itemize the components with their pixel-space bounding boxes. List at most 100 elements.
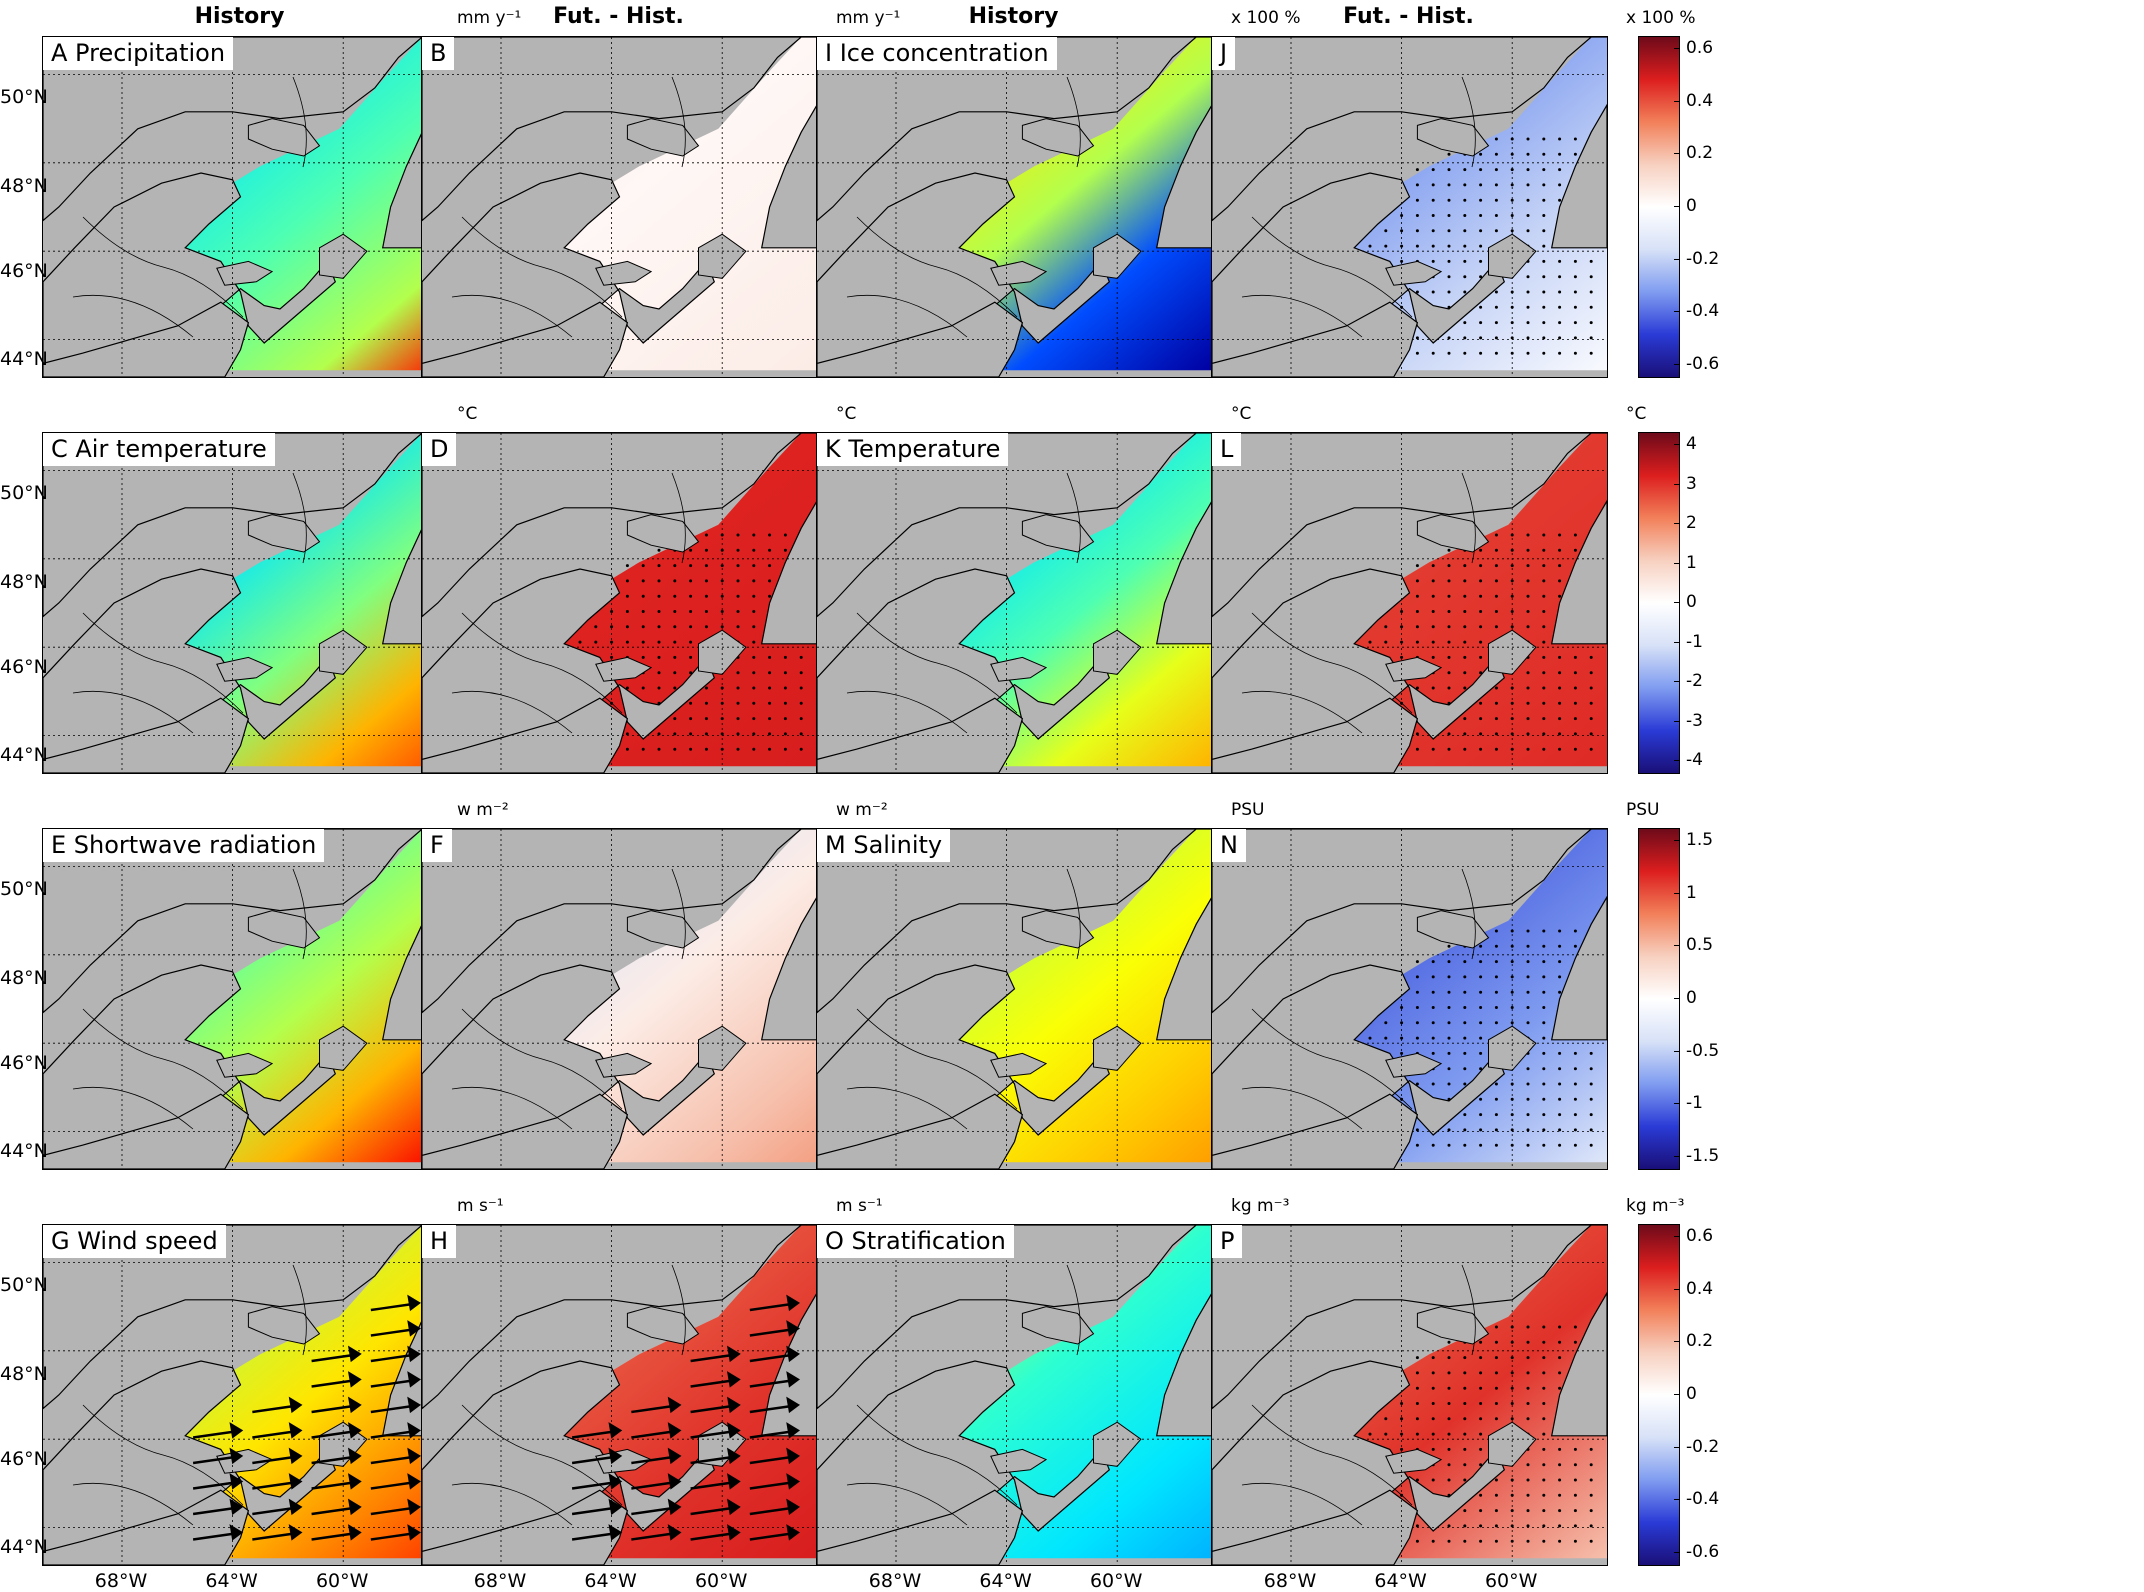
north-shore-land [1212,829,1607,1014]
panel-p-map: P [1211,1224,1608,1566]
anticosti-island [1416,1306,1490,1345]
north-shore-land [1212,433,1607,618]
panel-h-map: H [421,1224,818,1566]
panel-n-tick-mark [1674,840,1680,841]
province-borders [1241,1264,1476,1526]
panel-i-colorbar-unit: x 100 % [1231,8,1301,28]
latitude-label: 44°N [0,1140,48,1162]
panel-l-tick-mark [1674,483,1680,485]
north-shore-land [817,1225,1212,1410]
cape-breton-island [1093,629,1142,675]
panel-g-colorbar-unit: m s⁻¹ [457,1196,504,1216]
panel-j-tick-mark [1674,311,1680,313]
graticule [43,37,438,377]
north-shore-land [1212,37,1607,222]
panel-h-map-image [422,1225,817,1565]
prince-edward-island [216,1052,274,1078]
panel-f-label: F [422,829,452,862]
longitude-label: 68°W [868,1570,922,1592]
panel-n-tick-label: -1.5 [1686,1146,1720,1166]
panel-n-tick-mark [1674,1156,1680,1157]
cape-breton-island [319,233,368,279]
panel-n-tick-label: 1 [1686,882,1697,903]
panel-c-colorbar-unit: °C [457,404,478,424]
panel-n-map: N [1211,828,1608,1170]
prince-edward-island [1385,260,1443,286]
panel-p-tick-mark [1674,1288,1680,1290]
latitude-label: 50°N [0,878,48,901]
panel-k-map: K Temperature [816,432,1213,774]
latitude-label: 48°N [0,966,48,989]
panel-m-map: M Salinity [816,828,1213,1170]
panel-n-tick-mark [1674,945,1680,947]
province-borders [846,76,1081,338]
graticule [817,829,1212,1169]
panel-l-tick-label: 4 [1686,434,1697,454]
panel-j-tick-label: 0.2 [1686,143,1714,164]
panel-j-label: J [1212,37,1236,70]
panel-j-tick-mark [1674,48,1680,49]
longitude-label: 64°W [584,1570,637,1592]
latitude-label: 50°N [0,86,48,109]
panel-g-map: G Wind speed [42,1224,439,1566]
panel-o-colorbar-unit: kg m⁻³ [1231,1196,1290,1216]
panel-j-tick-mark [1674,153,1680,155]
panel-l-tick-label: -3 [1686,710,1703,731]
north-shore-land [43,433,438,618]
latitude-label: 44°N [0,1536,48,1558]
panel-p-map-image [1212,1225,1607,1565]
cape-breton-island [1093,233,1142,279]
newfoundland-land [1550,1291,1607,1437]
longitude-label: 60°W [315,1570,369,1592]
column-title-2: Fut. - Hist. [553,4,684,29]
graticule [1212,1225,1607,1565]
panel-n-tick-mark [1674,1050,1680,1052]
province-borders [72,472,307,734]
panel-l-tick-label: 2 [1686,513,1697,533]
panel-f-map-image [422,829,817,1169]
panel-l-tick-label: -1 [1686,631,1703,652]
panel-p-tick-mark [1674,1552,1680,1553]
panel-m-colorbar-unit: PSU [1231,800,1265,820]
panel-c-map: C Air temperature [42,432,439,774]
panel-k-map-image [817,433,1212,773]
panel-i-label: I Ice concentration [817,37,1057,70]
panel-m-map-image [817,829,1212,1169]
column-title-3: History [968,4,1059,29]
north-shore-land [422,433,817,618]
newfoundland-land [1550,895,1607,1041]
anticosti-island [1021,118,1095,157]
anticosti-island [626,514,700,553]
province-borders [451,472,686,734]
graticule [422,1225,817,1565]
cape-breton-island [1488,233,1537,279]
prince-edward-island [990,656,1048,682]
latitude-label: 46°N [0,1051,48,1074]
prince-edward-island [1385,1448,1443,1474]
panel-a-colorbar-unit: mm y⁻¹ [457,8,522,28]
panel-l-colorbar [1638,432,1680,774]
panel-l-tick-label: 3 [1686,473,1697,494]
panel-k-colorbar-unit: °C [1231,404,1252,424]
anticosti-island [626,118,700,157]
panel-h-label: H [422,1225,457,1258]
graticule [422,829,817,1169]
panel-b-map-image [422,37,817,377]
panel-l-tick-label: 0 [1686,592,1697,612]
anticosti-island [1416,514,1490,553]
panel-o-map: O Stratification [816,1224,1213,1566]
longitude-label: 60°W [694,1570,748,1592]
panel-l-tick-mark [1674,562,1680,564]
latitude-label: 46°N [0,1447,48,1470]
cape-breton-island [1488,629,1537,675]
anticosti-island [626,1306,700,1345]
panel-l-tick-label: -4 [1686,750,1703,770]
north-shore-land [817,37,1212,222]
latitude-label: 46°N [0,655,48,678]
panel-b-label: B [422,37,455,70]
panel-n-tick-mark [1674,892,1680,894]
panel-e-colorbar-unit: w m⁻² [457,800,509,820]
prince-edward-island [216,260,274,286]
panel-p-tick-label: -0.2 [1686,1436,1720,1457]
prince-edward-island [1385,1052,1443,1078]
